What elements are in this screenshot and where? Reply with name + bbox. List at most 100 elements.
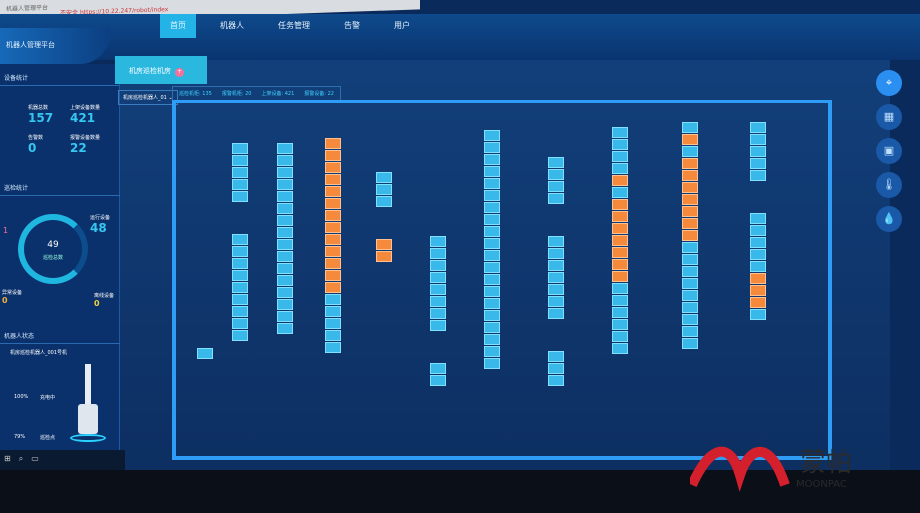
rack-slot-normal[interactable] (750, 134, 766, 145)
rack-slot-normal[interactable] (430, 272, 446, 283)
rack-slot-normal[interactable] (325, 294, 341, 305)
rack-slot-alarm[interactable] (325, 270, 341, 281)
rack-slot-normal[interactable] (682, 314, 698, 325)
rack-slot-normal[interactable] (750, 237, 766, 248)
rack-slot-normal[interactable] (484, 346, 500, 357)
rack-slot-alarm[interactable] (612, 211, 628, 222)
rack-slot-normal[interactable] (612, 283, 628, 294)
rack-slot-normal[interactable] (277, 323, 293, 334)
rack-slot-normal[interactable] (232, 258, 248, 269)
rack-slot-normal[interactable] (548, 193, 564, 204)
rack-slot-normal[interactable] (484, 238, 500, 249)
rack-slot-normal[interactable] (484, 334, 500, 345)
rack-slot-normal[interactable] (548, 296, 564, 307)
rack-slot-normal[interactable] (612, 295, 628, 306)
rack-column[interactable] (430, 236, 446, 386)
rack-slot-alarm[interactable] (682, 218, 698, 229)
rack-column[interactable] (232, 143, 248, 341)
rack-slot-normal[interactable] (750, 158, 766, 169)
rack-slot-normal[interactable] (548, 248, 564, 259)
rack-slot-normal[interactable] (750, 122, 766, 133)
location-icon[interactable]: ⌖ (876, 70, 902, 96)
rack-slot-normal[interactable] (682, 302, 698, 313)
add-icon[interactable]: + (175, 68, 184, 77)
rack-slot-normal[interactable] (548, 375, 564, 386)
rack-slot-normal[interactable] (484, 202, 500, 213)
rack-slot-normal[interactable] (484, 298, 500, 309)
rack-slot-normal[interactable] (277, 155, 293, 166)
rack-slot-normal[interactable] (232, 330, 248, 341)
rack-slot-normal[interactable] (612, 151, 628, 162)
rack-column[interactable] (548, 157, 564, 386)
rack-slot-normal[interactable] (430, 363, 446, 374)
rack-slot-alarm[interactable] (325, 138, 341, 149)
rack-slot-normal[interactable] (750, 225, 766, 236)
rack-slot-normal[interactable] (430, 375, 446, 386)
rack-slot-normal[interactable] (277, 311, 293, 322)
rack-slot-normal[interactable] (430, 284, 446, 295)
rack-slot-normal[interactable] (548, 351, 564, 362)
camera-icon[interactable]: ▣ (876, 138, 902, 164)
rack-slot-alarm[interactable] (325, 174, 341, 185)
tab-machine-room[interactable]: 机房巡检机房 + (115, 56, 207, 84)
rack-slot-normal[interactable] (277, 167, 293, 178)
rack-slot-normal[interactable] (682, 326, 698, 337)
rack-slot-normal[interactable] (548, 157, 564, 168)
rack-slot-normal[interactable] (548, 236, 564, 247)
rack-slot-alarm[interactable] (612, 271, 628, 282)
rack-slot-normal[interactable] (430, 248, 446, 259)
rack-slot-normal[interactable] (484, 262, 500, 273)
rack-slot-normal[interactable] (612, 331, 628, 342)
rack-slot-alarm[interactable] (325, 186, 341, 197)
rack-slot-alarm[interactable] (682, 206, 698, 217)
rack-column[interactable] (376, 172, 392, 262)
rack-slot-normal[interactable] (325, 306, 341, 317)
rack-slot-normal[interactable] (612, 187, 628, 198)
nav-alarm[interactable]: 告警 (344, 21, 360, 30)
rack-slot-normal[interactable] (682, 122, 698, 133)
rack-slot-alarm[interactable] (612, 247, 628, 258)
rack-slot-alarm[interactable] (682, 182, 698, 193)
rack-slot-alarm[interactable] (750, 285, 766, 296)
browser-tab[interactable]: 机器人管理平台 (6, 4, 49, 13)
rack-slot-normal[interactable] (232, 234, 248, 245)
rack-slot-alarm[interactable] (612, 199, 628, 210)
rack-slot-normal[interactable] (277, 251, 293, 262)
rack-slot-normal[interactable] (430, 308, 446, 319)
rack-column[interactable] (682, 122, 698, 349)
rack-slot-normal[interactable] (484, 274, 500, 285)
rack-slot-alarm[interactable] (682, 170, 698, 181)
rack-slot-normal[interactable] (277, 203, 293, 214)
rack-slot-normal[interactable] (750, 213, 766, 224)
rack-slot-normal[interactable] (612, 139, 628, 150)
nav-tasks[interactable]: 任务管理 (278, 21, 310, 30)
rack-slot-alarm[interactable] (612, 175, 628, 186)
rack-slot-normal[interactable] (548, 363, 564, 374)
rack-slot-normal[interactable] (430, 296, 446, 307)
rack-slot-normal[interactable] (484, 226, 500, 237)
rack-slot-alarm[interactable] (325, 282, 341, 293)
rack-column[interactable] (277, 143, 293, 334)
rack-slot-alarm[interactable] (325, 162, 341, 173)
rack-slot-normal[interactable] (232, 294, 248, 305)
rack-slot-normal[interactable] (612, 163, 628, 174)
rack-slot-normal[interactable] (750, 261, 766, 272)
nav-home[interactable]: 首页 (160, 14, 196, 38)
rack-slot-alarm[interactable] (750, 273, 766, 284)
rack-slot-normal[interactable] (750, 309, 766, 320)
rack-slot-normal[interactable] (682, 242, 698, 253)
rack-slot-alarm[interactable] (612, 259, 628, 270)
rack-slot-normal[interactable] (548, 284, 564, 295)
rack-slot-normal[interactable] (430, 236, 446, 247)
rack-slot-normal[interactable] (232, 155, 248, 166)
rack-slot-alarm[interactable] (682, 158, 698, 169)
rack-slot-normal[interactable] (484, 178, 500, 189)
rack-slot-normal[interactable] (484, 142, 500, 153)
rack-slot-normal[interactable] (277, 239, 293, 250)
rack-slot-alarm[interactable] (376, 239, 392, 250)
rack-slot-normal[interactable] (484, 130, 500, 141)
rack-slot-normal[interactable] (277, 275, 293, 286)
rack-slot-normal[interactable] (612, 343, 628, 354)
rack-column[interactable] (612, 127, 628, 354)
search-icon[interactable]: ⌕ (18, 454, 24, 463)
